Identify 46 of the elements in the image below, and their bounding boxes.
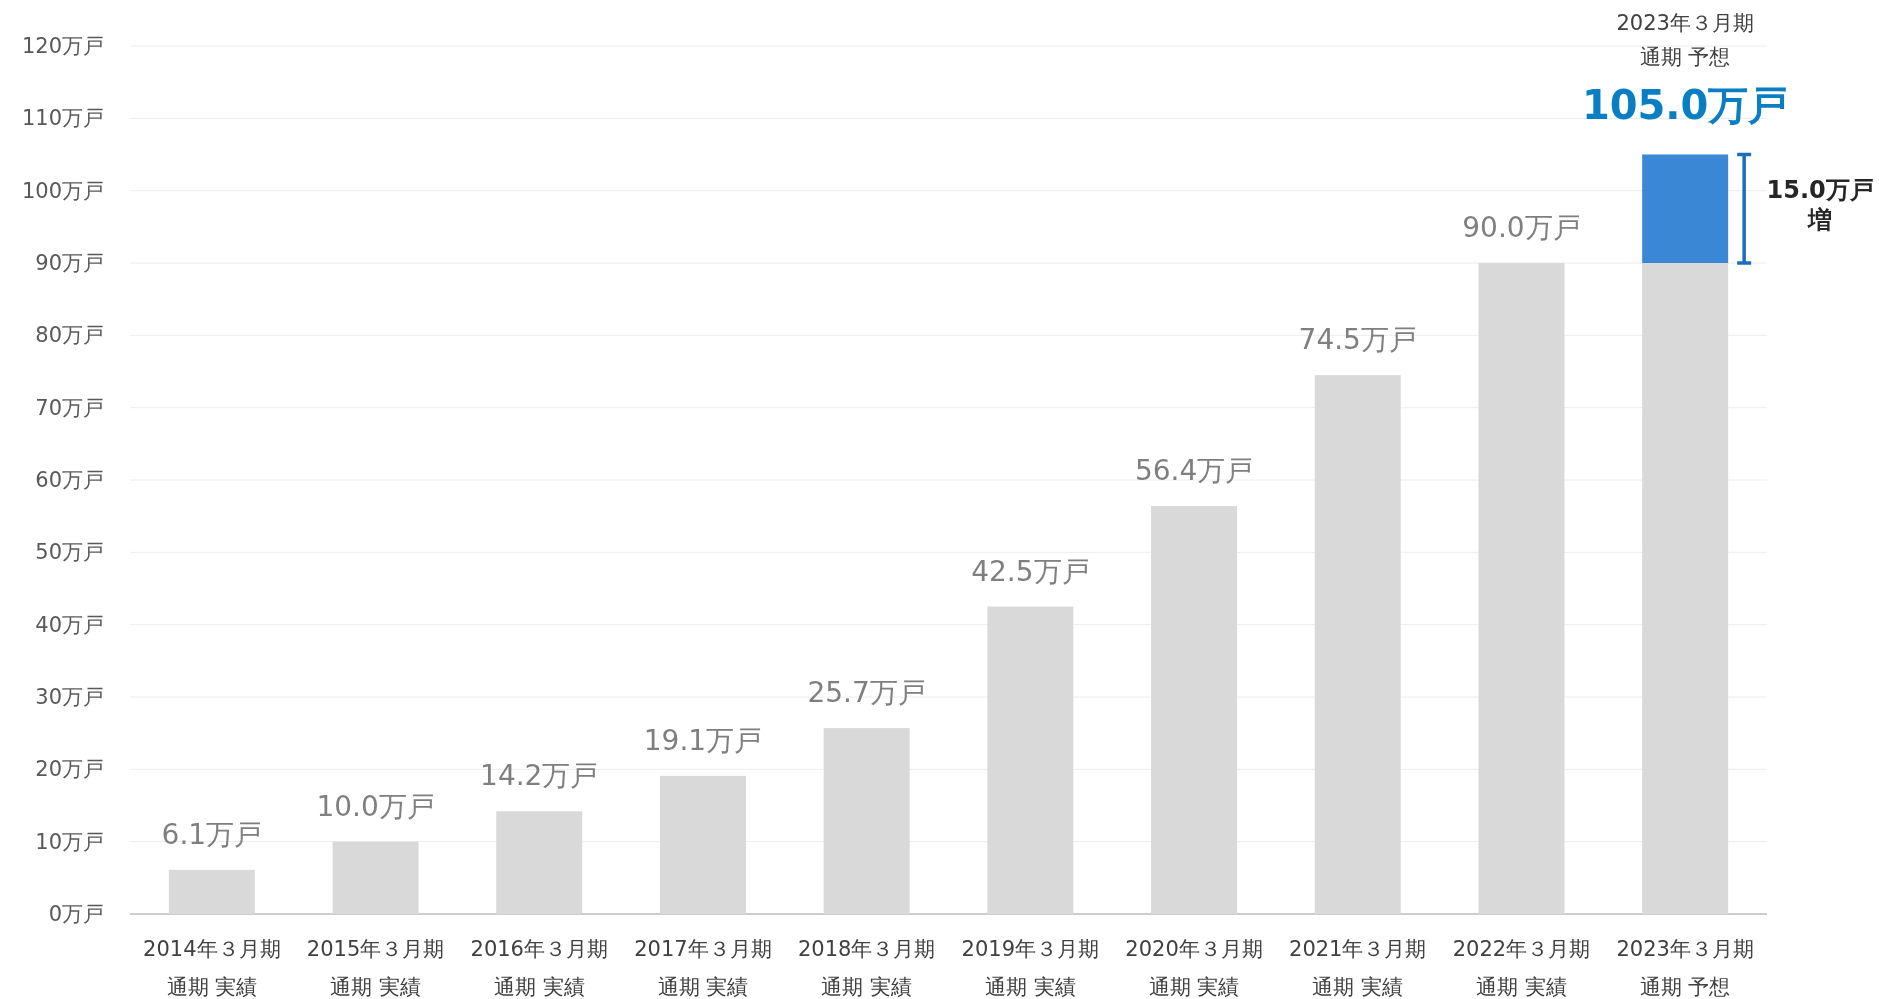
bar [987,606,1074,914]
total-label: 105.0万戸 [1581,81,1789,128]
x-tick-label: 2022年３月期通期 実績 [1451,936,1592,999]
bar [1314,375,1401,914]
y-tick-label: 60万戸 [35,468,104,492]
y-tick-label: 0万戸 [48,902,104,926]
y-tick-label: 100万戸 [21,178,104,203]
y-tick-label: 70万戸 [35,395,104,420]
data-label: 25.7万戸 [807,676,926,710]
data-label: 56.4万戸 [1134,454,1254,488]
y-tick-label: 120万戸 [21,34,104,58]
data-label: 10.0万戸 [316,789,435,823]
bar [659,775,746,914]
y-tick-label: 30万戸 [35,685,104,709]
y-tick-label: 90万戸 [35,251,104,275]
bar [168,869,255,914]
x-tick-label: 2016年３月期通期 実績 [469,936,609,999]
bar [823,728,910,914]
data-label: 6.1万戸 [161,817,263,851]
y-tick-label: 80万戸 [35,323,104,348]
data-label: 90.0万戸 [1462,211,1581,244]
x-tick-label: 2023年３月期通期 予想 [1615,936,1755,999]
x-tick-label: 2015年３月期通期 実績 [305,936,446,999]
y-tick-label: 40万戸 [35,612,104,637]
y-tick-label: 50万戸 [35,540,104,565]
x-tick-label: 2020年３月期通期 実績 [1124,936,1264,999]
x-tick-label: 2018年３月期通期 実績 [796,936,937,999]
y-tick-label: 110万戸 [21,106,104,131]
x-tick-label: 2019年３月期通期 実績 [960,936,1101,999]
x-tick-label: 2014年３月期通期 実績 [142,936,282,999]
y-tick-label: 10万戸 [35,829,104,854]
annotation: 15.0万戸増 [1765,174,1875,235]
x-tick-label: 2021年３月期通期 実績 [1288,936,1428,999]
x-tick-label: 2017年３月期通期 実績 [633,936,773,999]
bar [496,811,583,914]
annotation: 2023年３月期通期 予想 [1615,10,1755,71]
bar [1478,263,1565,914]
data-label: 19.1万戸 [643,723,763,757]
y-tick-label: 20万戸 [35,757,104,782]
bar [1642,263,1729,914]
bar [1151,506,1238,914]
data-label: 14.2万戸 [480,759,599,793]
bar [332,841,419,914]
data-label: 42.5万戸 [971,554,1090,588]
data-label: 74.5万戸 [1298,323,1417,357]
bar [1642,154,1729,263]
